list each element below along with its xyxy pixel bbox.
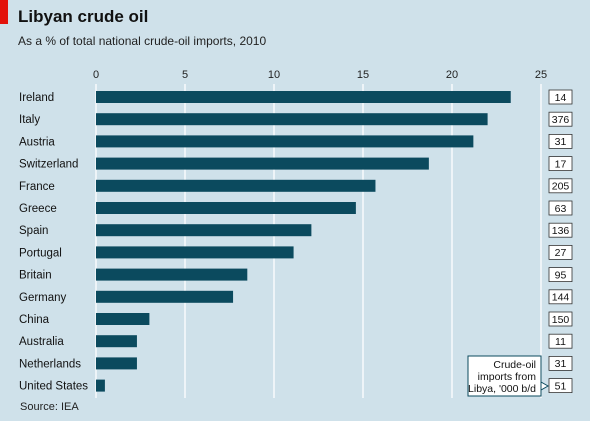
import-value-box [548,378,573,394]
category-label: China [19,314,50,326]
bar [96,113,488,126]
bar [96,135,474,148]
callout-box [467,355,542,397]
x-tick-label: 15 [357,69,369,81]
import-value-box [548,244,573,260]
import-value: 95 [555,269,567,281]
bar [96,91,511,103]
import-value: 31 [555,136,567,148]
bar [96,246,294,259]
callout-line-3: Libya, '000 b/d [468,383,536,395]
x-axis-ticks: 0 5 10 15 20 25 [93,69,547,81]
bar [96,313,150,325]
import-value: 27 [555,247,567,259]
bar [96,290,234,303]
category-label: Portugal [19,247,62,259]
import-value: 136 [552,225,570,237]
bar [96,357,137,370]
category-labels: Ireland Italy Austria Switzerland France Gree… [19,92,88,393]
bars [96,91,511,392]
bar [96,379,105,392]
import-value: 11 [555,336,566,348]
import-value: 205 [552,181,570,193]
bar [96,179,376,192]
category-label: Australia [19,336,64,348]
category-label: United States [19,381,88,393]
import-value: 150 [552,314,570,326]
import-value-box [548,178,573,194]
import-value-box [548,222,573,238]
import-value-box [548,111,573,127]
callout-pointer [540,381,550,391]
bar [96,335,137,348]
bar [96,202,356,214]
x-tick-label: 20 [446,69,458,81]
import-value-box [548,289,573,305]
bar [96,268,248,281]
category-label: Switzerland [19,159,78,171]
category-label: Germany [19,292,67,304]
import-values: 14 376 31 17 205 63 136 27 95 144 150 11 31 51 [548,89,573,394]
import-value: 376 [552,114,570,126]
category-label: Italy [19,114,40,126]
import-value-box [548,267,573,283]
import-value-box [548,311,573,327]
chart-subtitle: As a % of total national crude-oil impor… [18,34,267,48]
callout-line-2: imports from [478,371,537,383]
callout-line-1: Crude-oil [493,359,536,371]
import-value: 17 [555,158,567,170]
import-value: 14 [555,92,567,104]
x-tick-label: 25 [535,69,547,81]
source-note: Source: IEA [20,401,79,413]
gridlines [95,84,542,398]
chart-title: Libyan crude oil [18,7,149,26]
import-value-box [548,89,573,105]
category-label: Ireland [19,92,54,104]
import-value-box [548,200,573,216]
import-value-box [548,355,573,371]
import-value: 144 [552,292,570,304]
import-value: 63 [555,203,567,215]
import-value-box [548,333,573,349]
x-tick-label: 0 [93,69,99,81]
category-label: Austria [19,136,55,148]
import-value: 51 [555,380,567,392]
x-tick-label: 5 [182,69,188,81]
category-label: Spain [19,225,48,237]
category-label: Netherlands [19,358,81,370]
category-label: Britain [19,270,52,282]
page-margin [590,0,595,421]
category-label: Greece [19,203,57,215]
x-tick-label: 10 [268,69,280,81]
import-value: 31 [555,358,567,370]
bar [96,224,312,237]
bar [96,157,429,170]
import-value-box [548,133,573,149]
import-value-box [548,156,573,172]
imports-callout: Crude-oil imports from Libya, '000 b/d [467,355,550,397]
brand-tab [0,0,8,24]
category-label: France [19,181,55,193]
